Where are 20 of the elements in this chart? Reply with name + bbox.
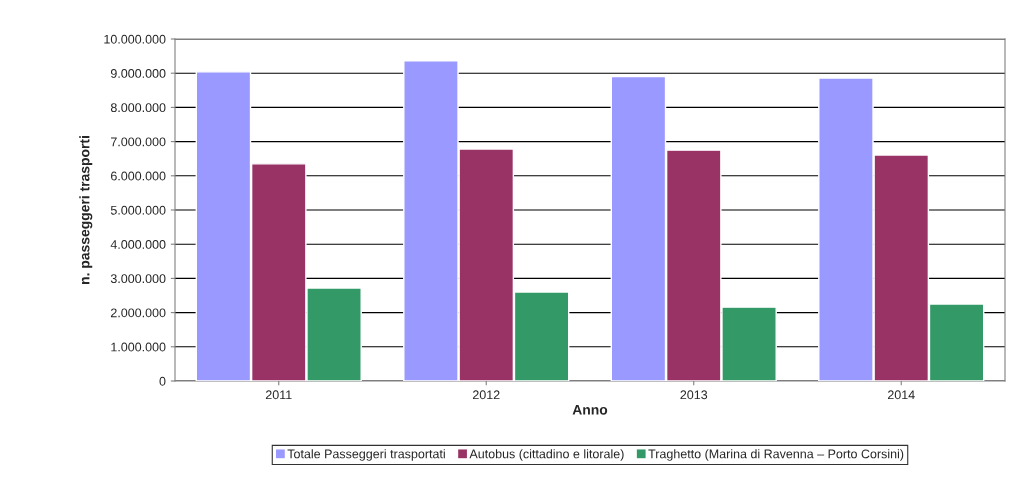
y-tick-label: 7.000.000 (111, 137, 166, 147)
x-tick-label: 2012 (472, 390, 500, 400)
x-tick-label: 2014 (887, 390, 915, 400)
y-tick-label: 3.000.000 (110, 274, 166, 284)
x-tick-label: 2011 (265, 390, 292, 400)
y-tick-label: 0 (159, 376, 166, 386)
legend-label: Traghetto (Marina di Ravenna – Porto Corsini) (648, 449, 904, 461)
y-tick-label: 4.000.000 (110, 240, 166, 249)
legend-label: Totale Passeggeri trasportati (287, 449, 445, 461)
y-tick-label: 10.000.000 (104, 34, 166, 44)
x-tick-label: 2013 (680, 390, 708, 400)
y-tick-label: 1.000.000 (111, 342, 166, 352)
y-tick-label: 9.000.000 (110, 69, 166, 78)
y-tick-label: 8.000.000 (110, 103, 166, 113)
y-axis-title: n. passeggeri trasporti (79, 136, 93, 284)
y-tick-label: 5.000.000 (110, 205, 166, 215)
legend-label: Autobus (cittadino e litorale) (469, 449, 624, 461)
x-axis-title: Anno (572, 404, 608, 415)
y-tick-label: 6.000.000 (111, 171, 166, 181)
y-tick-label: 2.000.000 (111, 308, 166, 318)
